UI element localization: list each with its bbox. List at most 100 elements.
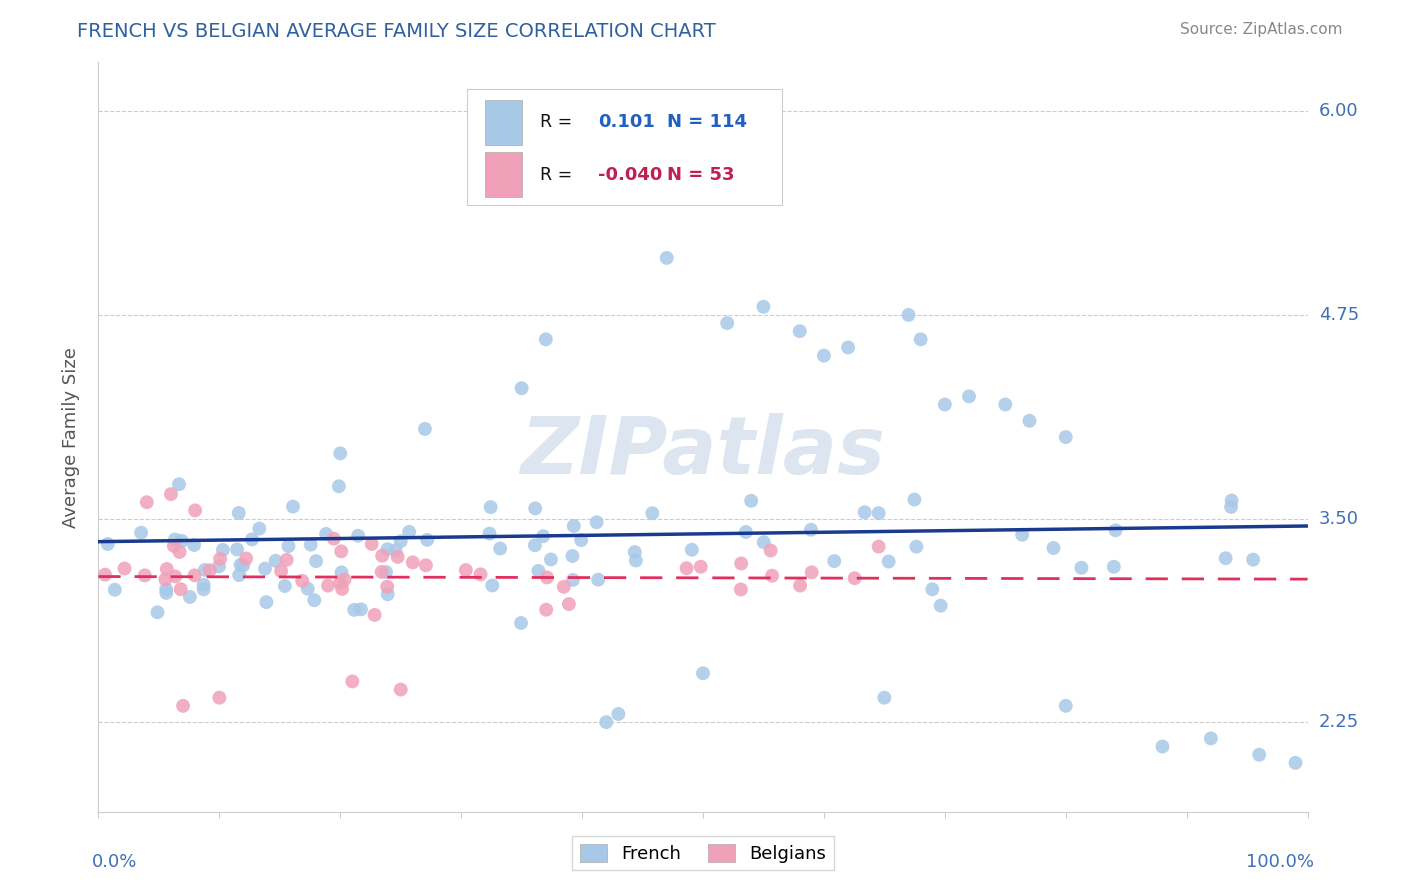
Point	[330, 582, 353, 596]
Text: 4.75: 4.75	[1319, 306, 1360, 324]
Point	[167, 477, 190, 491]
Point	[129, 525, 152, 540]
Point	[155, 586, 177, 600]
Point	[478, 526, 501, 541]
Point	[740, 493, 762, 508]
Point	[146, 605, 169, 619]
Point	[415, 558, 437, 573]
Point	[510, 615, 533, 630]
Point	[183, 568, 205, 582]
Point	[94, 567, 117, 582]
Point	[291, 574, 314, 588]
Point	[1215, 551, 1237, 566]
Point	[454, 563, 477, 577]
Point	[315, 527, 337, 541]
Point	[910, 332, 932, 346]
Point	[761, 568, 783, 582]
Point	[163, 539, 186, 553]
Point	[1220, 500, 1243, 514]
Point	[510, 381, 533, 395]
Text: N = 114: N = 114	[666, 113, 747, 131]
Point	[333, 573, 356, 587]
Point	[389, 534, 412, 549]
Point	[470, 567, 492, 582]
Point	[558, 597, 581, 611]
Point	[193, 582, 215, 597]
Point	[844, 571, 866, 585]
Point	[322, 532, 344, 546]
Point	[921, 582, 943, 597]
Point	[524, 501, 547, 516]
Point	[183, 538, 205, 552]
Text: 100.0%: 100.0%	[1246, 853, 1313, 871]
Point	[384, 543, 406, 558]
Point	[297, 582, 319, 596]
Point	[170, 582, 193, 597]
Point	[208, 559, 231, 574]
Point	[1070, 561, 1092, 575]
Point	[813, 349, 835, 363]
Point	[689, 559, 711, 574]
Point	[235, 551, 257, 566]
Point	[1102, 559, 1125, 574]
Point	[277, 539, 299, 553]
Point	[387, 549, 409, 564]
Text: R =: R =	[540, 166, 572, 184]
Point	[823, 554, 845, 568]
Point	[586, 573, 609, 587]
Point	[716, 316, 738, 330]
Point	[1104, 523, 1126, 537]
FancyBboxPatch shape	[467, 88, 782, 205]
Point	[160, 487, 183, 501]
Point	[184, 503, 207, 517]
Point	[155, 582, 177, 597]
Point	[873, 690, 896, 705]
Point	[377, 542, 399, 557]
Point	[561, 549, 583, 563]
Point	[155, 572, 177, 586]
Point	[553, 580, 575, 594]
Point	[253, 562, 276, 576]
Point	[789, 578, 811, 592]
Point	[534, 332, 557, 346]
FancyBboxPatch shape	[485, 153, 522, 197]
Point	[413, 422, 436, 436]
Point	[624, 553, 647, 567]
Text: 0.0%: 0.0%	[93, 853, 138, 871]
Point	[789, 324, 811, 338]
Text: Source: ZipAtlas.com: Source: ZipAtlas.com	[1180, 22, 1343, 37]
Point	[270, 564, 292, 578]
Point	[135, 495, 157, 509]
Point	[561, 573, 583, 587]
Text: 2.25: 2.25	[1319, 713, 1360, 731]
Point	[398, 524, 420, 539]
Point	[254, 595, 277, 609]
Point	[97, 537, 120, 551]
Point	[360, 537, 382, 551]
Point	[527, 564, 550, 578]
Point	[540, 552, 562, 566]
Point	[343, 603, 366, 617]
Point	[534, 602, 557, 616]
Point	[1152, 739, 1174, 754]
Point	[328, 479, 350, 493]
Point	[595, 715, 617, 730]
Point	[897, 308, 920, 322]
Point	[607, 706, 630, 721]
Point	[547, 136, 569, 151]
Point	[371, 549, 394, 563]
Point	[681, 542, 703, 557]
Point	[232, 558, 254, 573]
Point	[692, 666, 714, 681]
Point	[752, 535, 775, 549]
Legend: French, Belgians: French, Belgians	[572, 837, 834, 870]
Text: FRENCH VS BELGIAN AVERAGE FAMILY SIZE CORRELATION CHART: FRENCH VS BELGIAN AVERAGE FAMILY SIZE CO…	[77, 22, 716, 41]
Point	[377, 587, 399, 601]
Text: R =: R =	[540, 113, 572, 131]
Text: ZIPatlas: ZIPatlas	[520, 413, 886, 491]
Point	[1042, 541, 1064, 555]
Point	[957, 389, 980, 403]
Text: N = 53: N = 53	[666, 166, 734, 184]
Point	[853, 505, 876, 519]
Point	[934, 397, 956, 411]
